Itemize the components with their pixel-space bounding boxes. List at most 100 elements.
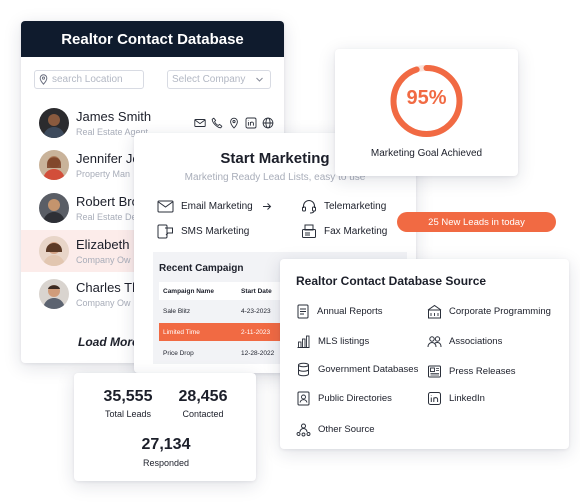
option-telemarketing[interactable]: Telemarketing bbox=[301, 199, 386, 214]
source-label: Press Releases bbox=[449, 366, 516, 377]
source-item: Press Releases bbox=[427, 364, 516, 379]
avatar bbox=[39, 193, 69, 223]
contact-card-title: Realtor Contact Database bbox=[21, 21, 284, 57]
phone-icon[interactable] bbox=[211, 117, 223, 129]
source-label: Corporate Programming bbox=[449, 306, 551, 317]
header-start-date: Start Date bbox=[241, 287, 272, 295]
goal-percent: 95% bbox=[406, 87, 447, 109]
contact-name: Charles Th bbox=[76, 280, 140, 295]
campaign-start-date: 4-23-2023 bbox=[241, 307, 271, 315]
contact-row[interactable]: Charles Th Company Ow bbox=[21, 273, 284, 315]
contact-role: Company Ow bbox=[76, 255, 131, 265]
goal-label: Marketing Goal Achieved bbox=[370, 148, 483, 159]
campaign-start-date: 2-11-2023 bbox=[241, 328, 271, 336]
option-sms-marketing[interactable]: SMS Marketing bbox=[157, 224, 249, 239]
source-label: Public Directories bbox=[318, 393, 392, 404]
source-item: Other Source bbox=[296, 422, 375, 437]
campaign-name: Sale Blitz bbox=[163, 307, 191, 315]
campaign-name: Limited Time bbox=[163, 328, 200, 336]
contact-name: James Smith bbox=[76, 109, 152, 124]
source-item: LinkedIn bbox=[427, 391, 485, 406]
campaign-start-date: 12-28-2022 bbox=[241, 349, 275, 357]
contact-row[interactable]: Robert Bro Real Estate De bbox=[21, 187, 284, 229]
header-campaign-name: Campaign Name bbox=[163, 287, 214, 295]
goal-progress-ring bbox=[390, 65, 463, 137]
sms-icon bbox=[157, 224, 174, 239]
building-icon bbox=[427, 304, 442, 319]
campaign-row[interactable]: Price Drop 12-28-2022 bbox=[159, 344, 280, 362]
marketing-subtitle: Marketing Ready Lead Lists, easy to use bbox=[184, 172, 366, 183]
campaign-row[interactable]: Limited Time 2-11-2023 bbox=[159, 323, 280, 341]
source-item: Public Directories bbox=[296, 391, 392, 406]
source-label: Associations bbox=[449, 336, 503, 347]
source-label: LinkedIn bbox=[449, 393, 485, 404]
location-pin-icon bbox=[39, 74, 48, 85]
location-icon[interactable] bbox=[228, 117, 240, 129]
avatar bbox=[39, 108, 69, 138]
network-icon bbox=[296, 422, 311, 437]
chevron-down-icon bbox=[255, 75, 264, 84]
directory-icon bbox=[296, 391, 311, 406]
source-item: Associations bbox=[427, 334, 502, 349]
location-search-input[interactable]: search Location bbox=[34, 70, 144, 89]
source-item: Government Databases bbox=[296, 362, 418, 377]
contact-source-card: Realtor Contact Database Source Annual R… bbox=[280, 259, 569, 449]
source-label: Government Databases bbox=[318, 364, 419, 375]
people-icon bbox=[427, 334, 442, 349]
linkedin-icon bbox=[427, 391, 442, 406]
chart-icon bbox=[296, 334, 311, 349]
avatar bbox=[39, 150, 69, 180]
report-icon bbox=[296, 304, 310, 319]
option-label: SMS Marketing bbox=[181, 226, 250, 237]
load-more-link[interactable]: Load More bbox=[78, 335, 139, 349]
new-leads-badge: 25 New Leads in today bbox=[397, 212, 556, 232]
responded-value: 27,134 bbox=[141, 436, 191, 453]
headset-icon bbox=[301, 199, 317, 214]
database-icon bbox=[296, 362, 311, 377]
source-label: Other Source bbox=[318, 424, 375, 435]
fax-icon bbox=[301, 224, 317, 239]
total-leads-value: 35,555 bbox=[103, 388, 153, 405]
source-title: Realtor Contact Database Source bbox=[296, 274, 487, 288]
option-label: Telemarketing bbox=[324, 201, 387, 212]
campaign-table-header: Campaign Name Start Date bbox=[159, 282, 280, 300]
contact-row[interactable]: James Smith Real Estate Agent bbox=[21, 102, 284, 144]
source-item: Annual Reports bbox=[296, 304, 382, 319]
source-label: MLS listings bbox=[318, 336, 370, 347]
campaign-name: Price Drop bbox=[163, 349, 194, 357]
marketing-goal-card: 95% Marketing Goal Achieved bbox=[335, 49, 518, 176]
contact-name: Jennifer Je bbox=[76, 151, 140, 166]
recent-campaign-title: Recent Campaign bbox=[159, 263, 244, 274]
contact-role: Real Estate Agent bbox=[76, 127, 149, 137]
option-fax-marketing[interactable]: Fax Marketing bbox=[301, 224, 387, 239]
responded-label: Responded bbox=[142, 458, 190, 468]
avatar bbox=[39, 279, 69, 309]
option-label: Email Marketing bbox=[181, 201, 253, 212]
source-item: MLS listings bbox=[296, 334, 369, 349]
contacted-label: Contacted bbox=[182, 409, 224, 419]
source-item: Corporate Programming bbox=[427, 304, 551, 319]
option-label: Fax Marketing bbox=[324, 226, 388, 237]
contact-name: Robert Bro bbox=[76, 194, 139, 209]
contacted-value: 28,456 bbox=[178, 388, 228, 405]
total-leads-label: Total Leads bbox=[104, 409, 152, 419]
newspaper-icon bbox=[427, 364, 442, 379]
contact-row[interactable]: Jennifer Je Property Man bbox=[21, 144, 284, 186]
goal-progress-arc bbox=[390, 65, 463, 137]
contact-role: Real Estate De bbox=[76, 212, 137, 222]
marketing-title: Start Marketing bbox=[220, 150, 330, 167]
linkedin-icon[interactable] bbox=[245, 117, 257, 129]
company-select[interactable]: Select Company bbox=[167, 70, 271, 89]
lead-stats-card: 35,555 Total Leads 28,456 Contacted 27,1… bbox=[74, 373, 256, 481]
source-label: Annual Reports bbox=[317, 306, 383, 317]
contact-role: Property Man bbox=[76, 169, 131, 179]
mail-icon[interactable] bbox=[194, 117, 206, 129]
option-email-marketing[interactable]: Email Marketing bbox=[157, 199, 272, 214]
contact-name: Elizabeth M bbox=[76, 237, 144, 252]
campaign-row[interactable]: Sale Blitz 4-23-2023 bbox=[159, 302, 280, 320]
contact-role: Company Ow bbox=[76, 298, 131, 308]
globe-icon[interactable] bbox=[262, 117, 274, 129]
arrow-right-icon bbox=[262, 202, 272, 211]
avatar bbox=[39, 236, 69, 266]
email-icon bbox=[157, 199, 174, 214]
